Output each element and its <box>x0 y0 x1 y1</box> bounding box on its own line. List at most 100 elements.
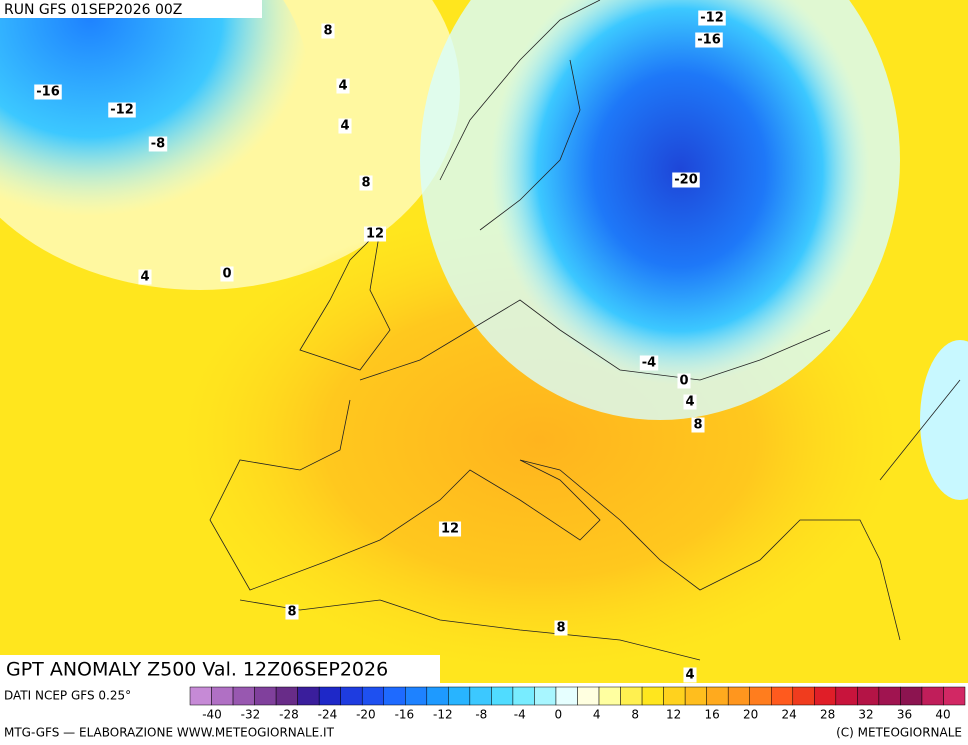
colorbar-swatch <box>232 686 255 706</box>
contour-label: 8 <box>361 176 370 191</box>
title-box <box>0 655 440 683</box>
contour-label-bg <box>148 136 168 152</box>
colorbar-swatch <box>254 686 277 706</box>
contour-label: 8 <box>693 418 702 433</box>
contour-label: -16 <box>36 85 60 100</box>
colorbar-swatch <box>706 686 729 706</box>
colorbar-tick-label: 12 <box>666 708 681 722</box>
colorbar-swatch <box>448 686 471 706</box>
colorbar-tick-label: 32 <box>858 708 873 722</box>
colorbar-swatch <box>361 686 385 706</box>
contour-label-bg <box>321 23 335 39</box>
contour-label-bg <box>34 84 62 100</box>
contour-label-bg <box>683 394 697 410</box>
colorbar-swatch <box>943 686 966 706</box>
colorbar-tick-label: -8 <box>475 708 487 722</box>
colorbar-swatch <box>534 686 557 706</box>
colorbar-swatch <box>663 686 686 706</box>
contour-label: 8 <box>556 621 565 636</box>
colorbar-swatch <box>620 686 643 706</box>
anomaly-area <box>490 0 870 385</box>
colorbar-swatch <box>684 686 707 706</box>
contour-label: 4 <box>140 270 149 285</box>
contour-label: -4 <box>642 356 656 371</box>
colorbar-swatch <box>857 686 880 706</box>
contour-label: -12 <box>110 103 134 118</box>
contour-label-bg <box>639 355 659 371</box>
contour-label: 0 <box>679 374 688 389</box>
contour-label-bg <box>108 102 136 118</box>
copyright: (C) METEOGIORNALE <box>836 726 962 740</box>
colorbar: -40 -32 -28 -24 -20 -16 -12 -8 -4 0 4 8 12 16 20 24 28 32… <box>189 686 966 722</box>
colorbar-tick-label: 36 <box>897 708 912 722</box>
colorbar-tick-label: -32 <box>241 708 261 722</box>
colorbar-swatch <box>921 686 944 706</box>
colorbar-swatch <box>878 686 901 706</box>
contour-label-bg <box>363 226 387 242</box>
contour-label: 4 <box>685 395 694 410</box>
colorbar-tick-label: 20 <box>743 708 758 722</box>
contour-label: -16 <box>697 33 721 48</box>
contour-label: -12 <box>700 11 724 26</box>
anomaly-area <box>0 0 310 270</box>
colorbar-tick-label: -4 <box>514 708 526 722</box>
colorbar-swatch <box>383 686 406 706</box>
contour-label: 4 <box>340 119 349 134</box>
contour-label: 4 <box>338 79 347 94</box>
contour-label-bg <box>359 175 373 191</box>
colorbar-swatch <box>297 686 320 706</box>
colorbar-swatch <box>771 686 794 706</box>
colorbar-tick-label: 4 <box>593 708 601 722</box>
colorbar-swatch <box>900 686 923 706</box>
colorbar-swatch <box>340 686 363 706</box>
colorbar-swatch <box>835 686 858 706</box>
contour-labels: 8 -12 -16 -16 -12 4 4 -8 -20 8 12 4 0 -4 0 4 8 12 8 8 4 <box>34 10 726 683</box>
contour-label-bg <box>138 269 152 285</box>
coastlines <box>209 0 961 661</box>
header-box <box>0 0 262 18</box>
contour-label: 4 <box>685 668 694 683</box>
contour-label-bg <box>672 172 700 188</box>
contour-label-bg <box>338 118 352 134</box>
contour-label-bg <box>691 417 705 433</box>
colorbar-swatch <box>598 686 621 706</box>
contour-label: 12 <box>441 522 459 537</box>
colorbar-tick-label: 0 <box>554 708 562 722</box>
colorbar-swatch <box>469 686 492 706</box>
contour-label-bg <box>336 78 350 94</box>
colorbar-swatch <box>749 686 772 706</box>
colorbar-swatch <box>491 686 514 706</box>
source-note: DATI NCEP GFS 0.25° <box>4 689 131 703</box>
colorbar-swatch <box>641 686 664 706</box>
contour-label: -20 <box>674 173 698 188</box>
colorbar-swatch <box>555 686 578 706</box>
colorbar-tick-label: -20 <box>356 708 376 722</box>
colorbar-swatch <box>211 686 234 706</box>
colorbar-tick-label: 16 <box>705 708 720 722</box>
colorbar-swatch <box>275 686 298 706</box>
colorbar-swatch <box>189 686 212 706</box>
colorbar-tick-label: 28 <box>820 708 835 722</box>
contour-label: 8 <box>323 24 332 39</box>
map-title: GPT ANOMALY Z500 Val. 12Z06SEP2026 <box>6 659 388 681</box>
contour-label: 8 <box>287 605 296 620</box>
colorbar-tick-label: -40 <box>202 708 222 722</box>
colorbar-tick-label: -24 <box>318 708 338 722</box>
contour-label-bg <box>683 667 697 683</box>
colorbar-swatch <box>792 686 815 706</box>
contour-label: 12 <box>366 227 384 242</box>
colorbar-swatch <box>426 686 449 706</box>
contour-label-bg <box>438 521 462 537</box>
colorbar-tick-label: 8 <box>631 708 639 722</box>
contour-label-bg <box>698 10 726 26</box>
colorbar-tick-label: 24 <box>781 708 796 722</box>
contour-label-bg <box>554 620 568 636</box>
colorbar-swatch <box>727 686 750 706</box>
run-label: RUN GFS 01SEP2026 00Z <box>4 2 182 18</box>
colorbar-tick-label: -12 <box>433 708 453 722</box>
contour-label-bg <box>285 604 299 620</box>
colorbar-swatch <box>814 686 837 706</box>
colorbar-swatch <box>577 686 600 706</box>
